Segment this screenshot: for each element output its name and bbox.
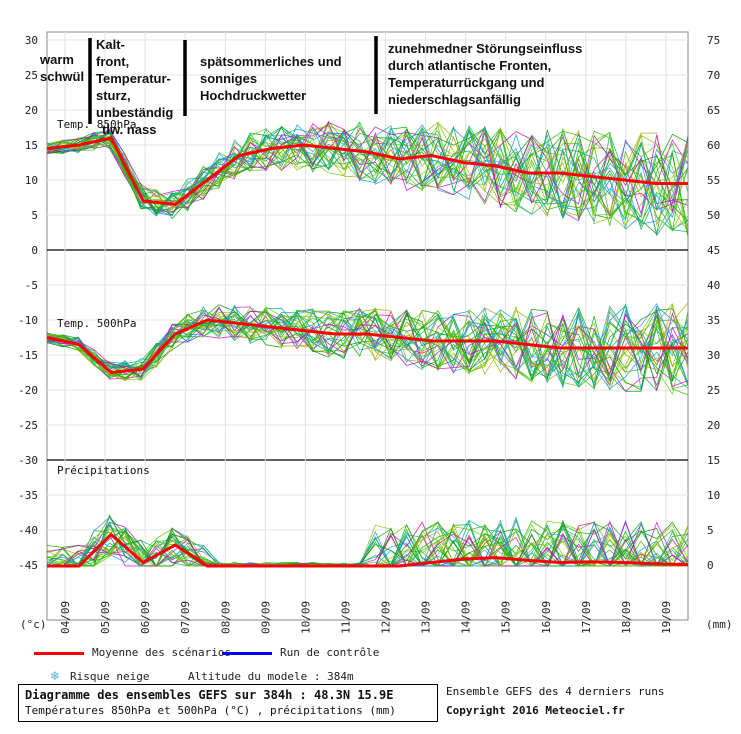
panel-label-t500: Temp. 500hPa	[57, 317, 136, 330]
mean-line-t500	[46, 318, 688, 375]
right-tick-label: 25	[707, 384, 720, 397]
date-tick-label: 17/09	[580, 601, 593, 634]
mean-line-t850	[46, 136, 688, 207]
left-tick-label: 20	[25, 104, 38, 117]
left-tick-label: -40	[18, 524, 38, 537]
date-tick-label: 04/09	[59, 601, 72, 634]
annotation-text: warm schwül	[39, 52, 84, 84]
left-tick-label: -35	[18, 489, 38, 502]
ensemble-line-t850	[46, 121, 689, 209]
date-tick-label: 08/09	[219, 601, 232, 634]
annotation-text: Kalt-front, Temperatur-sturz, unbeständig t…	[96, 37, 173, 137]
right-tick-label: 15	[707, 454, 720, 467]
ensemble-line-t500	[46, 307, 689, 382]
right-tick-label: 65	[707, 104, 720, 117]
left-tick-label: -5	[25, 279, 38, 292]
left-tick-label: 25	[25, 69, 38, 82]
ensemble-line-t500	[46, 307, 689, 396]
footer-title: Diagramme des ensembles GEFS sur 384h : …	[25, 688, 394, 702]
date-tick-label: 15/09	[500, 601, 513, 634]
date-tick-label: 14/09	[460, 601, 473, 634]
right-tick-label: 55	[707, 174, 720, 187]
left-tick-label: -25	[18, 419, 38, 432]
right-tick-label: 60	[707, 139, 720, 152]
left-tick-label: -10	[18, 314, 38, 327]
ensemble-line-t850	[46, 121, 689, 215]
altitude-label: Altitude du modele : 384m	[188, 670, 354, 683]
panel-label-precip: Précipitations	[57, 464, 150, 477]
ensemble-line-t850	[46, 127, 689, 230]
ensemble-line-precip	[46, 530, 689, 567]
axes-layer: 302520151050-5-10-15-20-25-30-35-40-4575…	[18, 34, 732, 634]
mean-series-layer	[46, 136, 689, 568]
date-tick-label: 11/09	[339, 601, 352, 634]
date-tick-label: 05/09	[99, 601, 112, 634]
ensemble-series-layer	[46, 120, 689, 568]
footer-copyright: Copyright 2016 Meteociel.fr	[446, 704, 625, 717]
right-tick-label: 45	[707, 244, 720, 257]
left-tick-label: 15	[25, 139, 38, 152]
left-tick-label: 10	[25, 174, 38, 187]
left-tick-label: -30	[18, 454, 38, 467]
right-unit-label: (mm)	[706, 618, 733, 631]
ensemble-line-t850	[46, 126, 689, 231]
left-tick-label: 30	[25, 34, 38, 47]
date-tick-label: 16/09	[540, 601, 553, 634]
ensemble-line-t500	[46, 304, 689, 382]
ensemble-line-t850	[46, 126, 689, 218]
right-tick-label: 75	[707, 34, 720, 47]
snowflake-icon: ❄	[50, 669, 61, 683]
legend-control-label: Run de contrôle	[280, 646, 380, 659]
annotation-text: zunehmedner Störungseinfluss durch atlant…	[388, 41, 582, 107]
right-tick-label: 0	[707, 559, 714, 572]
annotation-layer: warm schwül Kalt-front, Temperatur-sturz, un…	[39, 36, 582, 137]
legend-snow-label: Risque neige	[70, 670, 150, 683]
ensemble-line-precip	[47, 514, 688, 567]
ensemble-line-t850	[46, 121, 689, 217]
date-tick-label: 18/09	[620, 601, 633, 634]
legend-control-swatch	[222, 652, 272, 655]
date-tick-label: 10/09	[299, 601, 312, 634]
right-tick-label: 10	[707, 489, 720, 502]
date-tick-label: 13/09	[420, 601, 433, 634]
date-tick-label: 06/09	[139, 601, 152, 634]
legend-mean-swatch	[34, 652, 84, 655]
right-tick-label: 5	[707, 524, 714, 537]
left-unit-label: (°c)	[20, 618, 47, 631]
right-tick-label: 35	[707, 314, 720, 327]
footer-title-box	[18, 684, 438, 722]
date-tick-label: 19/09	[660, 601, 673, 634]
annotation-text: spätsommerliches und sonniges Hochdruckwet…	[200, 54, 342, 103]
date-tick-label: 07/09	[179, 601, 192, 634]
plot-frame	[46, 31, 689, 621]
left-tick-label: -45	[18, 559, 38, 572]
right-tick-label: 50	[707, 209, 720, 222]
panel-label-t850: Temp. 850hPa	[57, 118, 136, 131]
left-tick-label: -15	[18, 349, 38, 362]
date-tick-label: 09/09	[259, 601, 272, 634]
date-tick-label: 12/09	[380, 601, 393, 634]
left-tick-label: 5	[31, 209, 38, 222]
ensemble-line-t500	[46, 303, 689, 386]
footer-runs: Ensemble GEFS des 4 derniers runs	[446, 685, 665, 698]
legend-mean-label: Moyenne des scénarios	[92, 646, 232, 659]
right-tick-label: 40	[707, 279, 720, 292]
ensemble-line-t500	[46, 306, 689, 387]
right-tick-label: 30	[707, 349, 720, 362]
ensemble-line-t850	[46, 126, 689, 233]
ensemble-line-t500	[46, 304, 689, 388]
left-tick-label: -20	[18, 384, 38, 397]
mean-line-precip	[47, 532, 689, 568]
ensemble-line-t850	[46, 120, 689, 228]
footer-subtitle: Températures 850hPa et 500hPa (°C) , pré…	[25, 704, 396, 717]
left-tick-label: 0	[31, 244, 38, 257]
right-tick-label: 70	[707, 69, 720, 82]
ensemble-line-t850	[46, 124, 689, 231]
right-tick-label: 20	[707, 419, 720, 432]
